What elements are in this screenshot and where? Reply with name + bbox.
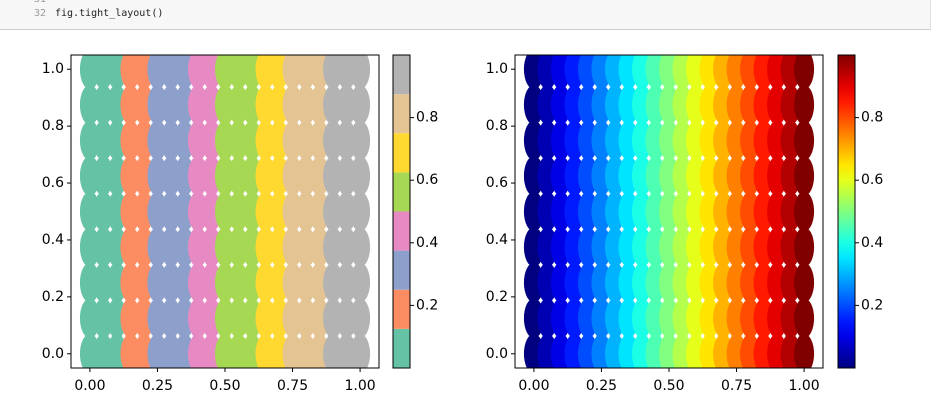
point bbox=[350, 155, 371, 196]
point bbox=[350, 298, 371, 339]
y-tick-label: 1.0 bbox=[42, 61, 64, 77]
colorbar-frame bbox=[837, 54, 856, 369]
y-tick-label: 0.0 bbox=[42, 346, 64, 362]
point bbox=[794, 55, 815, 90]
x-tick-label: 1.00 bbox=[789, 378, 820, 394]
colorbar-tick-label: 0.6 bbox=[861, 172, 883, 188]
colorbar-tick-label: 0.4 bbox=[861, 235, 883, 251]
code-cell: 31 32 fig.tight_layout() bbox=[0, 0, 931, 30]
colorbar-segment bbox=[393, 211, 410, 251]
colorbar-tick-label: 0.4 bbox=[416, 235, 438, 251]
colorbar-segment bbox=[393, 289, 410, 329]
y-tick-label: 0.8 bbox=[486, 118, 508, 134]
point bbox=[350, 191, 371, 232]
point bbox=[794, 333, 815, 368]
y-tick-label: 1.0 bbox=[486, 61, 508, 77]
colorbar-segment bbox=[393, 172, 410, 212]
colorbar-tick-label: 0.8 bbox=[416, 110, 438, 126]
colorbar-segment bbox=[393, 94, 410, 134]
colorbar-segment bbox=[393, 250, 410, 290]
colorbar-tick-label: 0.6 bbox=[416, 172, 438, 188]
point bbox=[794, 84, 815, 125]
point bbox=[350, 262, 371, 303]
x-tick-label: 0.75 bbox=[721, 378, 752, 394]
y-tick-label: 0.4 bbox=[42, 232, 64, 248]
x-tick-label: 0.50 bbox=[209, 378, 240, 394]
points bbox=[79, 55, 371, 368]
x-tick-label: 0.75 bbox=[277, 378, 308, 394]
y-tick-label: 0.4 bbox=[486, 232, 508, 248]
x-tick-label: 0.25 bbox=[586, 378, 617, 394]
y-tick-label: 0.6 bbox=[486, 175, 508, 191]
line-number: 31 bbox=[20, 0, 46, 5]
y-tick-label: 0.6 bbox=[42, 175, 64, 191]
point bbox=[794, 155, 815, 196]
colorbar-segment bbox=[393, 55, 410, 95]
point bbox=[350, 333, 371, 368]
x-tick-label: 0.00 bbox=[74, 378, 105, 394]
colorbar-frame bbox=[392, 54, 411, 369]
point bbox=[794, 298, 815, 339]
point bbox=[794, 262, 815, 303]
colorbar-tick-label: 0.2 bbox=[861, 297, 883, 313]
point bbox=[794, 227, 815, 268]
colorbar bbox=[838, 55, 855, 368]
code-text: fig.tight_layout() bbox=[55, 8, 164, 19]
x-tick-label: 1.00 bbox=[345, 378, 376, 394]
line-number: 32 bbox=[33, 8, 46, 19]
colorbar-tick-label: 0.8 bbox=[861, 110, 883, 126]
y-tick-label: 0.0 bbox=[486, 346, 508, 362]
colorbar-segment bbox=[393, 328, 410, 368]
x-tick-label: 0.50 bbox=[653, 378, 684, 394]
colorbar-segment bbox=[393, 133, 410, 173]
point bbox=[794, 191, 815, 232]
y-tick-label: 0.8 bbox=[42, 118, 64, 134]
point bbox=[350, 120, 371, 161]
colorbar-tick-label: 0.2 bbox=[416, 297, 438, 313]
x-tick-label: 0.00 bbox=[518, 378, 549, 394]
x-tick-label: 0.25 bbox=[142, 378, 173, 394]
point bbox=[350, 227, 371, 268]
point bbox=[794, 120, 815, 161]
y-tick-label: 0.2 bbox=[486, 289, 508, 305]
y-tick-label: 0.2 bbox=[42, 289, 64, 305]
point bbox=[350, 55, 371, 90]
point bbox=[350, 84, 371, 125]
points bbox=[523, 55, 815, 368]
